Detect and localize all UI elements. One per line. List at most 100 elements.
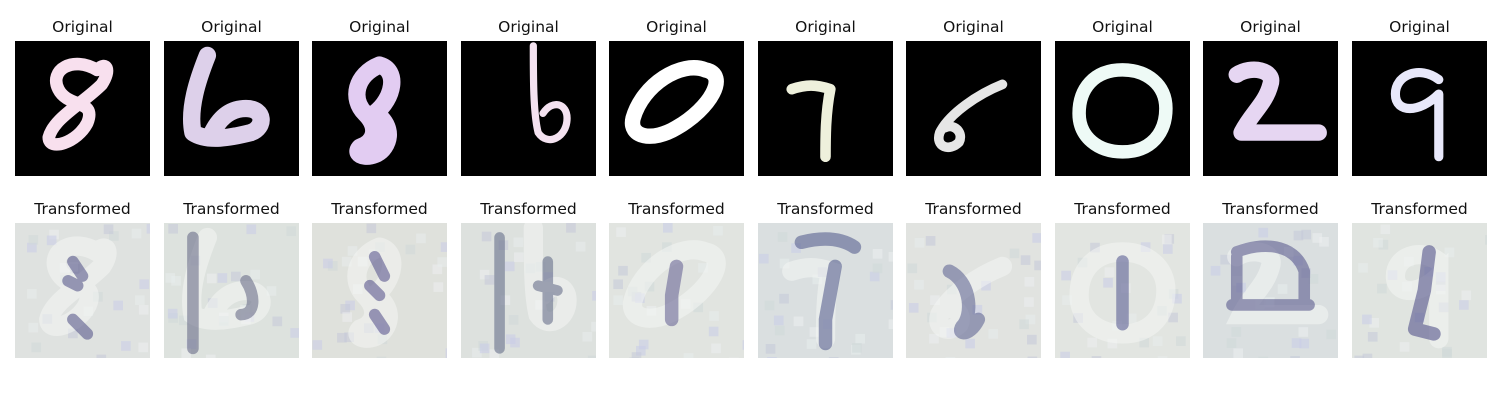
texture-speck (1034, 260, 1041, 271)
texture-speck (828, 357, 839, 358)
original-digit-image (906, 41, 1041, 176)
texture-speck (1369, 317, 1379, 328)
texture-speck (508, 315, 519, 325)
texture-speck (972, 304, 983, 315)
digit-stroke (182, 46, 270, 147)
original-digit-image (312, 41, 447, 176)
texture-speck (914, 279, 924, 290)
texture-speck (812, 274, 823, 285)
texture-speck (613, 295, 623, 305)
texture-speck (139, 279, 150, 290)
transformed-digit-image (906, 223, 1041, 358)
texture-speck (641, 252, 651, 263)
texture-speck (121, 341, 131, 351)
texture-speck (31, 342, 42, 353)
texture-speck (1461, 290, 1472, 301)
digit-ghost-stroke (622, 240, 726, 328)
texture-speck (908, 303, 919, 313)
panel-title: Transformed (628, 200, 725, 218)
texture-speck (779, 258, 790, 269)
texture-speck (1019, 319, 1029, 330)
original-image-tile (312, 41, 447, 176)
transformed-panel: Transformed (1203, 198, 1338, 358)
texture-speck (1020, 255, 1031, 265)
texture-speck (138, 304, 149, 315)
texture-speck (1233, 348, 1244, 358)
transformed-digit-image (609, 223, 744, 358)
transformed-digit-image (1203, 223, 1338, 358)
texture-speck (791, 243, 801, 253)
digit-stroke (934, 79, 1008, 153)
image-background (461, 41, 596, 176)
texture-speck (28, 322, 39, 333)
texture-speck (345, 300, 355, 311)
original-panel: Original (461, 16, 596, 176)
texture-speck (1226, 338, 1237, 348)
texture-speck (591, 321, 596, 332)
texture-speck (231, 271, 241, 282)
texture-speck (698, 263, 708, 273)
transformed-digit-image (164, 223, 299, 358)
transformed-image-tile (312, 223, 447, 358)
texture-speck (1027, 356, 1038, 358)
texture-speck (1231, 327, 1242, 337)
original-digit-image (1055, 41, 1190, 176)
texture-speck (1163, 244, 1173, 254)
texture-speck (1025, 314, 1036, 325)
texture-speck (1107, 338, 1118, 349)
texture-speck (806, 339, 817, 349)
texture-speck (981, 280, 991, 291)
transformed-image-tile (1055, 223, 1190, 358)
texture-speck (1485, 235, 1487, 245)
texture-speck (888, 319, 893, 330)
original-image-tile (906, 41, 1041, 176)
panel-title: Original (1092, 18, 1153, 36)
original-image-tile (758, 41, 893, 176)
digit-stroke (42, 57, 114, 151)
transformed-digit-image (461, 223, 596, 358)
panel-title: Transformed (1222, 200, 1319, 218)
texture-speck (272, 316, 283, 327)
texture-speck (631, 352, 642, 358)
texture-speck (1090, 242, 1100, 253)
original-panel: Original (1055, 16, 1190, 176)
texture-speck (479, 343, 490, 354)
original-panel: Original (312, 16, 447, 176)
texture-speck (758, 253, 769, 264)
transformed-digit-image (15, 223, 150, 358)
texture-speck (27, 289, 37, 299)
panel-title: Original (646, 18, 707, 36)
texture-speck (1319, 236, 1329, 247)
digit-stroke (794, 232, 862, 351)
digit-stroke (786, 80, 836, 163)
texture-speck (1299, 338, 1310, 349)
texture-speck (925, 236, 936, 246)
texture-speck (779, 293, 789, 304)
texture-speck (1326, 329, 1337, 340)
panel-title: Transformed (777, 200, 874, 218)
digit-stroke (494, 232, 563, 354)
texture-speck (869, 271, 880, 282)
transformed-panel: Transformed (758, 198, 893, 358)
texture-speck (711, 343, 721, 354)
texture-speck (500, 295, 511, 305)
texture-speck (1152, 336, 1163, 346)
panel-title: Original (498, 18, 559, 36)
transformed-image-tile (15, 223, 150, 358)
texture-speck (337, 332, 347, 343)
panel-title: Transformed (1074, 200, 1171, 218)
texture-speck (890, 300, 893, 310)
texture-speck (616, 227, 626, 237)
texture-speck (171, 276, 181, 286)
texture-speck (1459, 300, 1469, 310)
transformed-panel: Transformed (609, 198, 744, 358)
original-image-tile (1352, 41, 1487, 176)
panel-title: Original (349, 18, 410, 36)
original-panel: Original (609, 16, 744, 176)
texture-speck (872, 249, 883, 259)
transformed-image-tile (758, 223, 893, 358)
texture-speck (250, 269, 260, 280)
transformed-image-tile (609, 223, 744, 358)
texture-speck (965, 338, 975, 349)
digit-stroke (624, 60, 724, 144)
